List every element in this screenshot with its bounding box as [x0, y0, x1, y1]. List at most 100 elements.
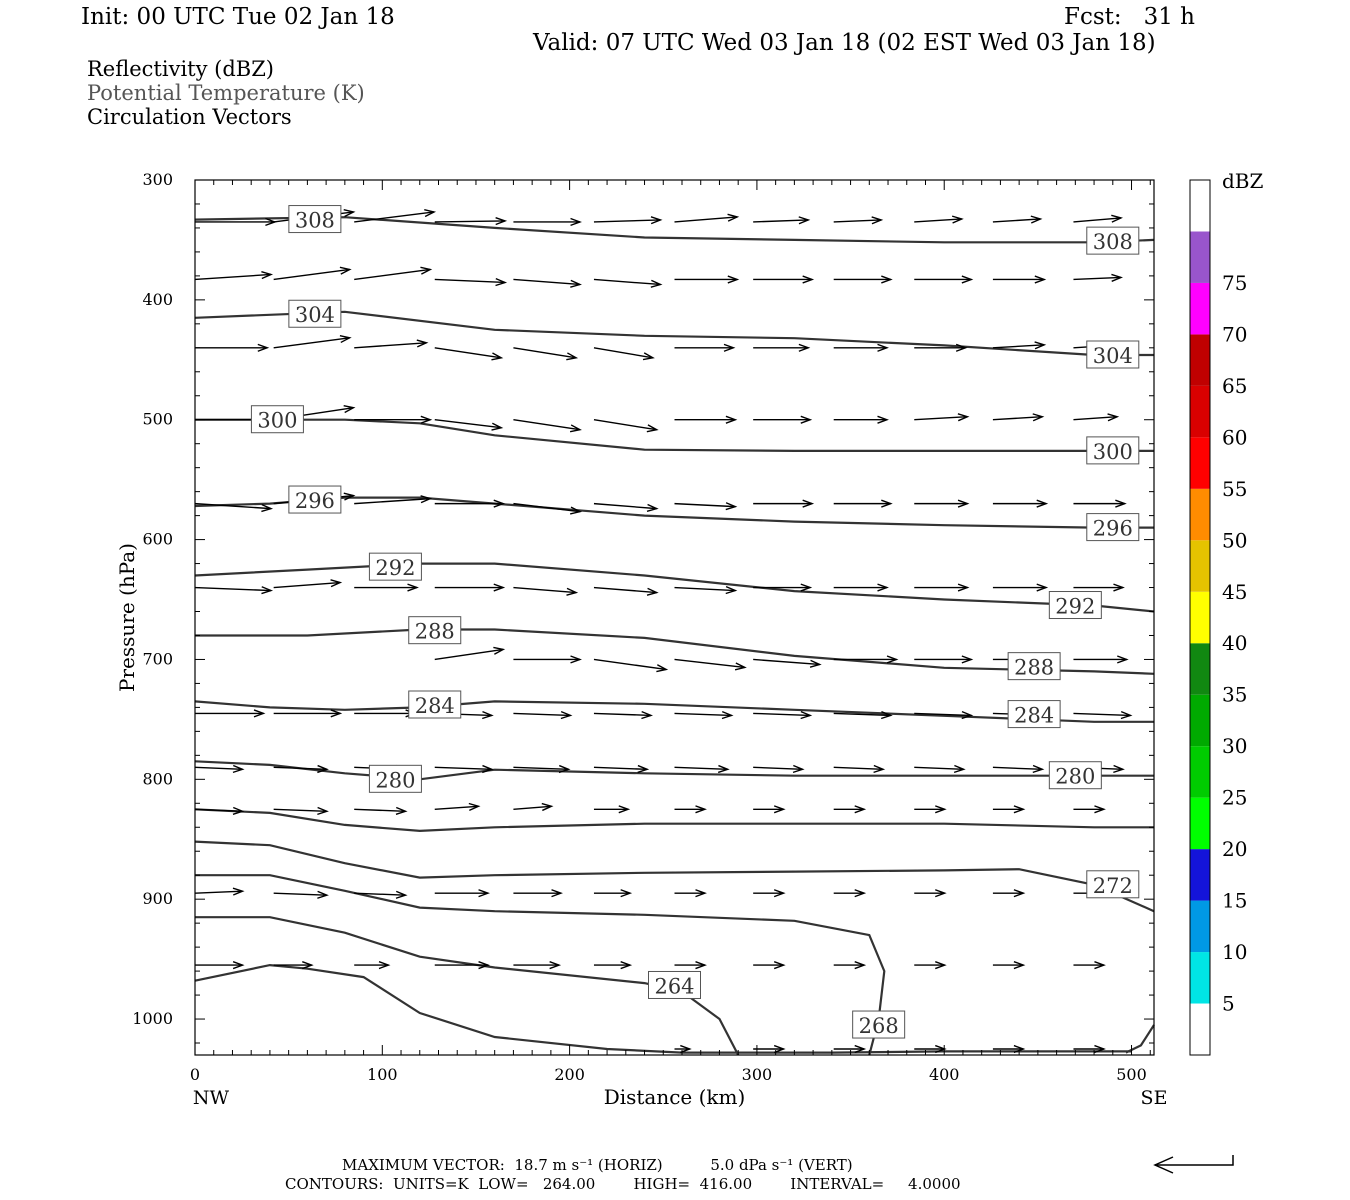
- vector-arrowhead: [378, 961, 391, 970]
- vector-arrowhead: [1013, 1044, 1026, 1054]
- contour-label-box: [648, 970, 701, 999]
- vector-arrowhead: [721, 710, 734, 720]
- contour-label: 280: [375, 768, 415, 792]
- circulation-vector: [593, 712, 651, 717]
- circulation-vector: [513, 586, 577, 594]
- circulation-vector: [593, 347, 653, 359]
- contour-label-box: [1048, 591, 1102, 620]
- vector-arrowhead: [957, 413, 970, 422]
- vector-arrowhead: [495, 216, 508, 226]
- colorbar-tick-label: 40: [1222, 631, 1247, 655]
- vector-arrowhead: [886, 655, 899, 664]
- theta-contour-280: [194, 760, 1154, 781]
- y-tick-label: 400: [142, 290, 173, 309]
- circulation-vector: [1073, 416, 1118, 421]
- colorbar-tick-label: 55: [1222, 477, 1247, 501]
- x-end-label-nw: NW: [193, 1087, 230, 1109]
- colorbar-bin: [1190, 952, 1210, 1004]
- x-tick-label: 300: [742, 1065, 773, 1084]
- vector-arrowhead: [420, 495, 433, 504]
- vector-arrowhead: [935, 961, 947, 970]
- vector-arrowhead: [798, 216, 811, 225]
- vector-arrowhead: [493, 583, 506, 592]
- vector-arrowhead: [1111, 273, 1123, 282]
- vector-arrowhead: [1113, 583, 1125, 592]
- forecast-hour: Fcst: 31 h: [1064, 4, 1195, 30]
- circulation-vector: [194, 890, 243, 894]
- vector-arrowhead: [800, 583, 813, 592]
- circulation-vector: [833, 219, 882, 223]
- circulation-vector: [434, 278, 506, 284]
- vector-arrowhead: [317, 806, 329, 816]
- vector-arrowhead: [570, 655, 582, 664]
- vector-arrowhead: [953, 764, 966, 774]
- vector-arrowhead: [261, 271, 274, 280]
- colorbar-bin: [1190, 694, 1210, 747]
- vector-arrowhead: [1120, 710, 1133, 720]
- colorbar-tick-label: 45: [1222, 580, 1247, 604]
- circulation-vector: [513, 278, 580, 286]
- vector-arrowhead: [317, 890, 329, 899]
- contour-label-box: [1086, 436, 1140, 465]
- circulation-vector: [354, 342, 427, 349]
- circulation-vector: [914, 218, 962, 223]
- vector-arrowhead: [792, 764, 805, 774]
- colorbar-bin: [1190, 900, 1210, 953]
- colorbar-tick-label: 15: [1222, 889, 1247, 913]
- circulation-vector: [674, 766, 728, 771]
- vector-arrowhead: [1094, 961, 1106, 970]
- contour-label-box: [288, 485, 342, 514]
- y-tick-label: 600: [142, 530, 173, 549]
- circulation-vector: [992, 766, 1043, 771]
- vector-arrowhead: [800, 415, 813, 424]
- vector-arrowhead: [881, 275, 893, 284]
- contour-label: 268: [859, 1014, 899, 1038]
- circulation-vector: [354, 497, 431, 505]
- vector-arrowhead: [420, 415, 433, 424]
- circulation-vector: [354, 808, 406, 812]
- vector-arrowhead: [395, 806, 408, 816]
- contour-label: 296: [295, 489, 335, 513]
- circulation-vector: [273, 581, 341, 589]
- vector-arrowhead: [873, 764, 886, 774]
- contour-label-box: [250, 405, 304, 434]
- vector-arrowhead: [802, 499, 815, 508]
- contour-label-box: [1086, 513, 1140, 542]
- colorbar-bin: [1190, 231, 1210, 283]
- y-tick-label: 800: [142, 769, 173, 788]
- vector-arrowhead: [798, 343, 811, 352]
- circulation-vector: [593, 219, 661, 223]
- vector-arrowhead: [955, 343, 968, 352]
- colorbar-frame: [1189, 179, 1211, 1056]
- vector-arrowhead: [727, 275, 740, 284]
- colorbar-unit: dBZ: [1222, 169, 1264, 193]
- vector-arrowhead: [1036, 583, 1049, 592]
- colorbar-bin: [1190, 334, 1210, 386]
- vector-arrowhead: [646, 587, 659, 596]
- x-tick-label: 200: [554, 1065, 585, 1084]
- circulation-vector: [593, 658, 667, 671]
- contour-label: 284: [1014, 704, 1054, 728]
- vector-arrowhead: [773, 805, 786, 814]
- circulation-vector: [753, 712, 811, 717]
- vector-arrowhead: [802, 275, 815, 284]
- colorbar-bin: [1190, 180, 1210, 232]
- vector-arrowhead: [491, 422, 504, 431]
- vector-arrowhead: [1034, 341, 1047, 350]
- vector-arrowhead: [478, 889, 490, 898]
- vector-arrowhead: [717, 764, 730, 774]
- theta-contour-276: [194, 808, 1154, 833]
- vector-arrowhead: [232, 806, 245, 815]
- circulation-vector: [753, 658, 820, 666]
- vector-arrowhead: [232, 764, 245, 774]
- vector-arrowhead: [725, 586, 738, 595]
- colorbar-tick-label: 35: [1222, 683, 1247, 707]
- vector-arrowhead: [637, 764, 650, 774]
- circulation-vector: [194, 273, 272, 281]
- circulation-vector: [194, 502, 272, 510]
- circulation-vector: [513, 766, 569, 771]
- vector-arrowhead: [854, 889, 867, 898]
- circulation-vector: [674, 216, 738, 223]
- vector-arrowhead: [302, 961, 314, 970]
- circulation-vector: [434, 648, 504, 661]
